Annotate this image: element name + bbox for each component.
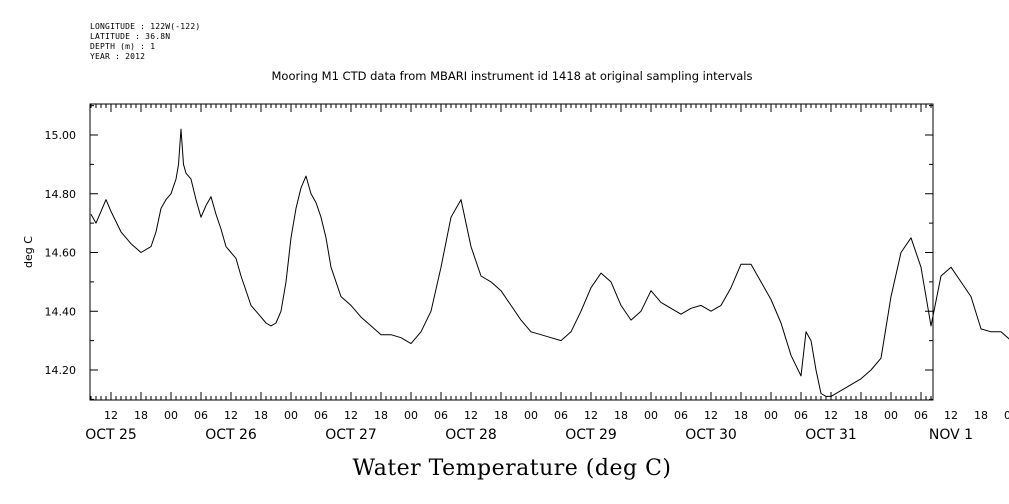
x-date-label: OCT 31 <box>805 427 857 443</box>
x-axis <box>90 104 932 400</box>
y-axis-label: deg C <box>22 236 35 268</box>
temperature-series-line <box>90 128 1009 397</box>
x-date-label: OCT 25 <box>85 427 137 443</box>
x-hour-label: 12 <box>824 409 838 422</box>
x-date-labels: OCT 25 OCT 26 OCT 27 OCT 28 OCT 29 OCT 30 OCT … <box>85 427 973 443</box>
x-hour-label: 12 <box>464 409 478 422</box>
x-hour-label: 06 <box>194 409 208 422</box>
x-hour-label: 18 <box>974 409 988 422</box>
x-hour-label: 12 <box>104 409 118 422</box>
plot-frame <box>89 103 934 401</box>
x-hour-label: 00 <box>1004 409 1009 422</box>
meta-year: YEAR : 2012 <box>90 52 145 61</box>
x-hour-label: 06 <box>794 409 808 422</box>
chart-title: Mooring M1 CTD data from MBARI instrumen… <box>272 69 753 83</box>
x-date-label: OCT 28 <box>445 427 497 443</box>
x-date-label: OCT 26 <box>205 427 257 443</box>
y-tick-label: 14.60 <box>45 247 77 260</box>
x-date-label: OCT 29 <box>565 427 617 443</box>
meta-depth: DEPTH (m) : 1 <box>90 42 155 51</box>
x-hour-label: 00 <box>404 409 418 422</box>
x-hour-label: 06 <box>434 409 448 422</box>
meta-latitude: LATITUDE : 36.8N <box>90 32 170 41</box>
x-hour-label: 18 <box>254 409 268 422</box>
x-hour-label: 18 <box>854 409 868 422</box>
x-hour-label: 00 <box>884 409 898 422</box>
x-hour-label: 00 <box>164 409 178 422</box>
x-date-label: NOV 1 <box>929 427 973 443</box>
x-hour-label: 18 <box>494 409 508 422</box>
y-tick-label: 14.40 <box>45 305 77 318</box>
metadata-block: LONGITUDE : 122W(-122) LATITUDE : 36.8N … <box>90 22 200 61</box>
y-tick-label: 15.00 <box>45 129 77 142</box>
x-hour-label: 00 <box>644 409 658 422</box>
x-hour-label: 12 <box>344 409 358 422</box>
x-hour-label: 18 <box>134 409 148 422</box>
x-tick-labels: 12 18 00 06 12 18 00 06 12 18 00 06 12 18 00 06 12 18 00 06… <box>104 409 1009 422</box>
x-hour-label: 00 <box>764 409 778 422</box>
meta-longitude: LONGITUDE : 122W(-122) <box>90 22 200 31</box>
x-axis-title: Water Temperature (deg C) <box>353 456 672 481</box>
x-date-label: OCT 30 <box>685 427 737 443</box>
x-hour-label: 12 <box>584 409 598 422</box>
x-hour-label: 12 <box>704 409 718 422</box>
x-hour-label: 06 <box>314 409 328 422</box>
x-hour-label: 06 <box>674 409 688 422</box>
x-hour-label: 12 <box>224 409 238 422</box>
y-axis: 14.20 14.40 14.60 14.80 15.00 <box>45 105 933 400</box>
x-hour-label: 18 <box>374 409 388 422</box>
x-hour-label: 18 <box>614 409 628 422</box>
x-hour-label: 00 <box>524 409 538 422</box>
x-hour-label: 06 <box>554 409 568 422</box>
x-hour-label: 06 <box>914 409 928 422</box>
y-tick-label: 14.80 <box>45 188 77 201</box>
x-hour-label: 18 <box>734 409 748 422</box>
x-date-label: OCT 27 <box>325 427 377 443</box>
y-tick-label: 14.20 <box>45 364 77 377</box>
x-hour-label: 12 <box>944 409 958 422</box>
x-hour-label: 00 <box>284 409 298 422</box>
